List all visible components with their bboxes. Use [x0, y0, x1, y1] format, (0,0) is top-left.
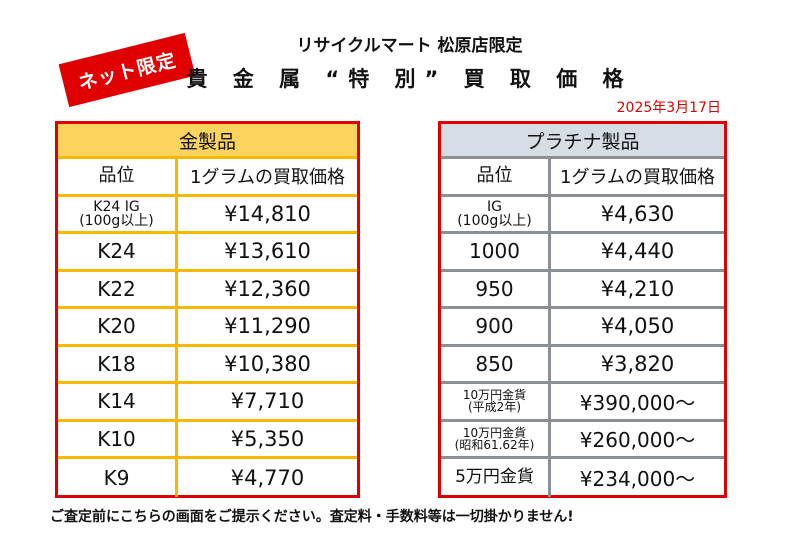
platinum-price: ¥4,050 — [600, 314, 675, 339]
store-title: リサイクルマート 松原店限定 — [296, 36, 523, 56]
table-row: K24 IG (100g以上) ¥14,810 — [58, 196, 357, 234]
gold-price: ¥5,350 — [230, 426, 305, 451]
table-row: K20 ¥11,290 — [58, 309, 357, 347]
platinum-grade: 10万円金貨 (昭和61.62年) — [441, 421, 551, 456]
table-row: 950 ¥4,210 — [441, 271, 724, 309]
platinum-grade: 10万円金貨 (平成2年) — [441, 384, 551, 419]
platinum-grade: 850 — [441, 346, 551, 381]
platinum-col-price-header: 1グラムの買取価格 — [560, 167, 715, 189]
platinum-price: ¥260,000〜 — [579, 428, 696, 453]
platinum-header-row: 品位 1グラムの買取価格 — [441, 159, 724, 197]
platinum-price: ¥390,000〜 — [579, 390, 696, 415]
gold-grade: K9 — [58, 459, 178, 497]
gold-header-row: 品位 1グラムの買取価格 — [58, 159, 357, 197]
table-row: 900 ¥4,050 — [441, 309, 724, 347]
gold-grade: K22 — [58, 271, 178, 306]
platinum-grade: 950 — [441, 271, 551, 306]
platinum-grade: 1000 — [441, 234, 551, 269]
gold-grade: K14 — [58, 384, 178, 419]
platinum-grade: 900 — [441, 309, 551, 344]
table-row: K10 ¥5,350 — [58, 421, 357, 459]
platinum-grade: IG (100g以上) — [441, 196, 551, 231]
platinum-price: ¥4,440 — [600, 239, 675, 264]
gold-grade: K24 — [58, 234, 178, 269]
platinum-table-title: プラチナ製品 — [441, 124, 724, 159]
table-row: K14 ¥7,710 — [58, 384, 357, 422]
gold-price-table: 金製品 品位 1グラムの買取価格 K24 IG (100g以上) ¥14,810… — [55, 121, 360, 498]
gold-grade: K18 — [58, 346, 178, 381]
table-row: 10万円金貨 (昭和61.62年) ¥260,000〜 — [441, 421, 724, 459]
platinum-price: ¥4,630 — [600, 201, 675, 226]
gold-grade: K20 — [58, 309, 178, 344]
table-row: K18 ¥10,380 — [58, 346, 357, 384]
gold-table-title: 金製品 — [58, 124, 357, 159]
price-date: 2025年3月17日 — [616, 100, 721, 116]
gold-price: ¥10,380 — [224, 351, 311, 376]
table-row: 850 ¥3,820 — [441, 346, 724, 384]
table-row: K9 ¥4,770 — [58, 459, 357, 497]
platinum-price: ¥4,210 — [600, 276, 675, 301]
table-row: 10万円金貨 (平成2年) ¥390,000〜 — [441, 384, 724, 422]
gold-price: ¥14,810 — [224, 201, 311, 226]
gold-price: ¥11,290 — [224, 314, 311, 339]
gold-price: ¥12,360 — [224, 276, 311, 301]
table-row: IG (100g以上) ¥4,630 — [441, 196, 724, 234]
platinum-price: ¥3,820 — [600, 351, 675, 376]
platinum-col-grade-header: 品位 — [441, 159, 551, 194]
gold-grade: K10 — [58, 421, 178, 456]
gold-grade: K24 IG (100g以上) — [58, 196, 178, 231]
platinum-price: ¥234,000〜 — [579, 467, 696, 492]
gold-col-grade-header: 品位 — [58, 159, 178, 194]
platinum-price-table: プラチナ製品 品位 1グラムの買取価格 IG (100g以上) ¥4,630 1… — [438, 121, 727, 498]
table-row: K24 ¥13,610 — [58, 234, 357, 272]
platinum-grade: 5万円金貨 — [441, 459, 551, 497]
table-row: K22 ¥12,360 — [58, 271, 357, 309]
gold-price: ¥13,610 — [224, 239, 311, 264]
table-row: 1000 ¥4,440 — [441, 234, 724, 272]
gold-price: ¥4,770 — [230, 465, 305, 490]
table-row: 5万円金貨 ¥234,000〜 — [441, 459, 724, 497]
gold-col-price-header: 1グラムの買取価格 — [190, 167, 345, 189]
footer-notice: ご査定前にこちらの画面をご提示ください。査定料・手数料等は一切掛かりません! — [50, 509, 574, 525]
gold-price: ¥7,710 — [230, 389, 305, 414]
page-title: 貴 金 属 “特 別” 買 取 価 格 — [186, 67, 633, 91]
